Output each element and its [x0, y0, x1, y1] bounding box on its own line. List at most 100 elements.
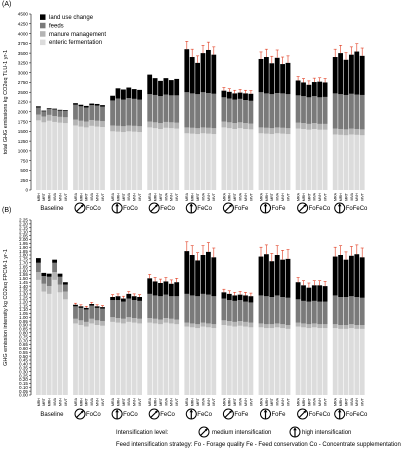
y-tick-label: 2500 [18, 90, 29, 95]
bar-segment-enteric [349, 328, 354, 395]
bar-segment-enteric [232, 128, 238, 190]
y-tick-label: 1750 [18, 119, 29, 124]
bar-segment-enteric [126, 321, 132, 395]
x-tick-label: MRT [85, 397, 89, 406]
bar-segment-enteric [73, 323, 78, 395]
x-tick-label: MVH [58, 193, 62, 201]
bar-segment-manure [274, 127, 280, 134]
bar-segment-feeds [295, 299, 301, 323]
bar-segment-luc [306, 84, 312, 98]
bar-segment-luc [78, 306, 84, 308]
y-tick-label: 1.95 [19, 241, 28, 246]
bar-segment-enteric [174, 324, 180, 395]
bar-segment-feeds [126, 298, 132, 318]
icon-arrow-head [115, 203, 119, 207]
icon-arrow-head [303, 410, 307, 414]
bar-segment-enteric [269, 328, 275, 395]
y-tick-label: 0.55 [19, 350, 28, 355]
bar-segment-enteric [52, 121, 57, 190]
bar-segment-feeds [147, 293, 153, 318]
bar-segment-enteric [147, 322, 153, 395]
bar-segment-enteric [354, 134, 360, 190]
bar-segment-feeds [152, 94, 158, 123]
bar-segment-feeds [41, 276, 47, 284]
bar-segment-manure [46, 114, 52, 121]
medium-intensification-label: medium intensification [212, 430, 271, 436]
y-tick-label: 1.15 [19, 303, 28, 308]
icon-arrow-head [155, 410, 158, 414]
feed-strategy-label: Feed intensification strategy: Fo - Fora… [116, 442, 401, 448]
bar-segment-manure [78, 120, 84, 127]
bar-segment-luc [200, 255, 206, 294]
bar-segment-feeds [78, 307, 84, 321]
y-tick-label: 1.50 [19, 276, 28, 281]
bar-segment-luc [137, 297, 142, 301]
x-tick-label: MVH [281, 193, 285, 201]
x-tick-label: MVT [101, 192, 105, 200]
bar-segment-luc [131, 89, 137, 99]
bar-segment-manure [311, 323, 317, 328]
bar-segment-feeds [94, 105, 100, 121]
bar-segment-manure [359, 129, 365, 136]
bar-segment-luc [237, 92, 243, 99]
bar-segment-feeds [343, 94, 349, 130]
bar-group: MRA MRH MRT MVA MVH MVT [73, 103, 105, 201]
bar-segment-enteric [63, 299, 68, 395]
bar-segment-luc [322, 286, 328, 302]
bar-segment-enteric [226, 128, 232, 190]
bar-segment-enteric [301, 327, 306, 395]
x-tick-label: MRH [116, 193, 120, 202]
legend-swatch [40, 31, 46, 37]
bar-segment-luc [46, 108, 52, 110]
legend-label: manure management [49, 32, 106, 38]
bar-segment-feeds [168, 296, 174, 319]
bar-segment-manure [295, 122, 301, 129]
bar-segment-luc [301, 82, 306, 97]
bar-segment-luc [243, 93, 248, 101]
bar-segment-feeds [184, 293, 190, 323]
bar-segment-enteric [41, 122, 47, 190]
bar-segment-luc [73, 304, 78, 307]
group-label: FoCo [123, 412, 138, 418]
bar-segment-manure [343, 325, 349, 329]
bar-segment-feeds [73, 104, 78, 120]
bar-segment-enteric [100, 127, 105, 190]
bar-segment-luc [226, 293, 232, 301]
x-tick-label: MVH [96, 398, 100, 406]
bar-segment-manure [211, 128, 217, 135]
bar-segment-feeds [269, 297, 275, 325]
bar-segment-luc [311, 285, 317, 301]
bar-segment-enteric [295, 326, 301, 395]
x-tick-label: MRH [339, 193, 343, 202]
bar-segment-enteric [354, 328, 360, 395]
bar-segment-feeds [131, 98, 137, 126]
y-tick-label: 4000 [18, 31, 29, 36]
bar-segment-luc [41, 272, 47, 276]
bar-segment-luc [152, 78, 158, 95]
bar-segment-enteric [137, 132, 142, 190]
bar-segment-luc [332, 57, 338, 94]
bar-segment-feeds [226, 98, 232, 123]
bar-segment-luc [269, 63, 275, 95]
bar-segment-manure [221, 320, 227, 325]
bar-segment-enteric [52, 279, 57, 395]
bar-segment-enteric [285, 134, 291, 190]
x-tick-label: MVT [324, 192, 328, 200]
x-tick-label: MVT [286, 192, 290, 200]
bar-group: MRA MRH MRT MVA MVH MVT [258, 244, 291, 406]
x-tick-label: MRT [42, 192, 46, 201]
x-tick-label: MRH [154, 193, 158, 202]
panel-b: (B)0.000.050.100.150.200.250.300.350.400… [2, 207, 368, 420]
group-label: FoFeCo [346, 206, 368, 212]
bar-segment-luc [73, 103, 78, 105]
x-tick-label: MVA [350, 397, 354, 405]
bar-segment-luc [195, 62, 200, 95]
bar-segment-feeds [349, 296, 354, 325]
bar-segment-luc [189, 255, 195, 296]
bar-group: MRA MRH MRT MVA MVH MVT [110, 87, 142, 202]
bar-segment-luc [317, 285, 323, 302]
bar-segment-manure [184, 127, 190, 134]
bar-segment-feeds [100, 308, 105, 322]
x-tick-label: MRT [196, 192, 200, 201]
y-tick-label: 0.80 [19, 330, 28, 335]
